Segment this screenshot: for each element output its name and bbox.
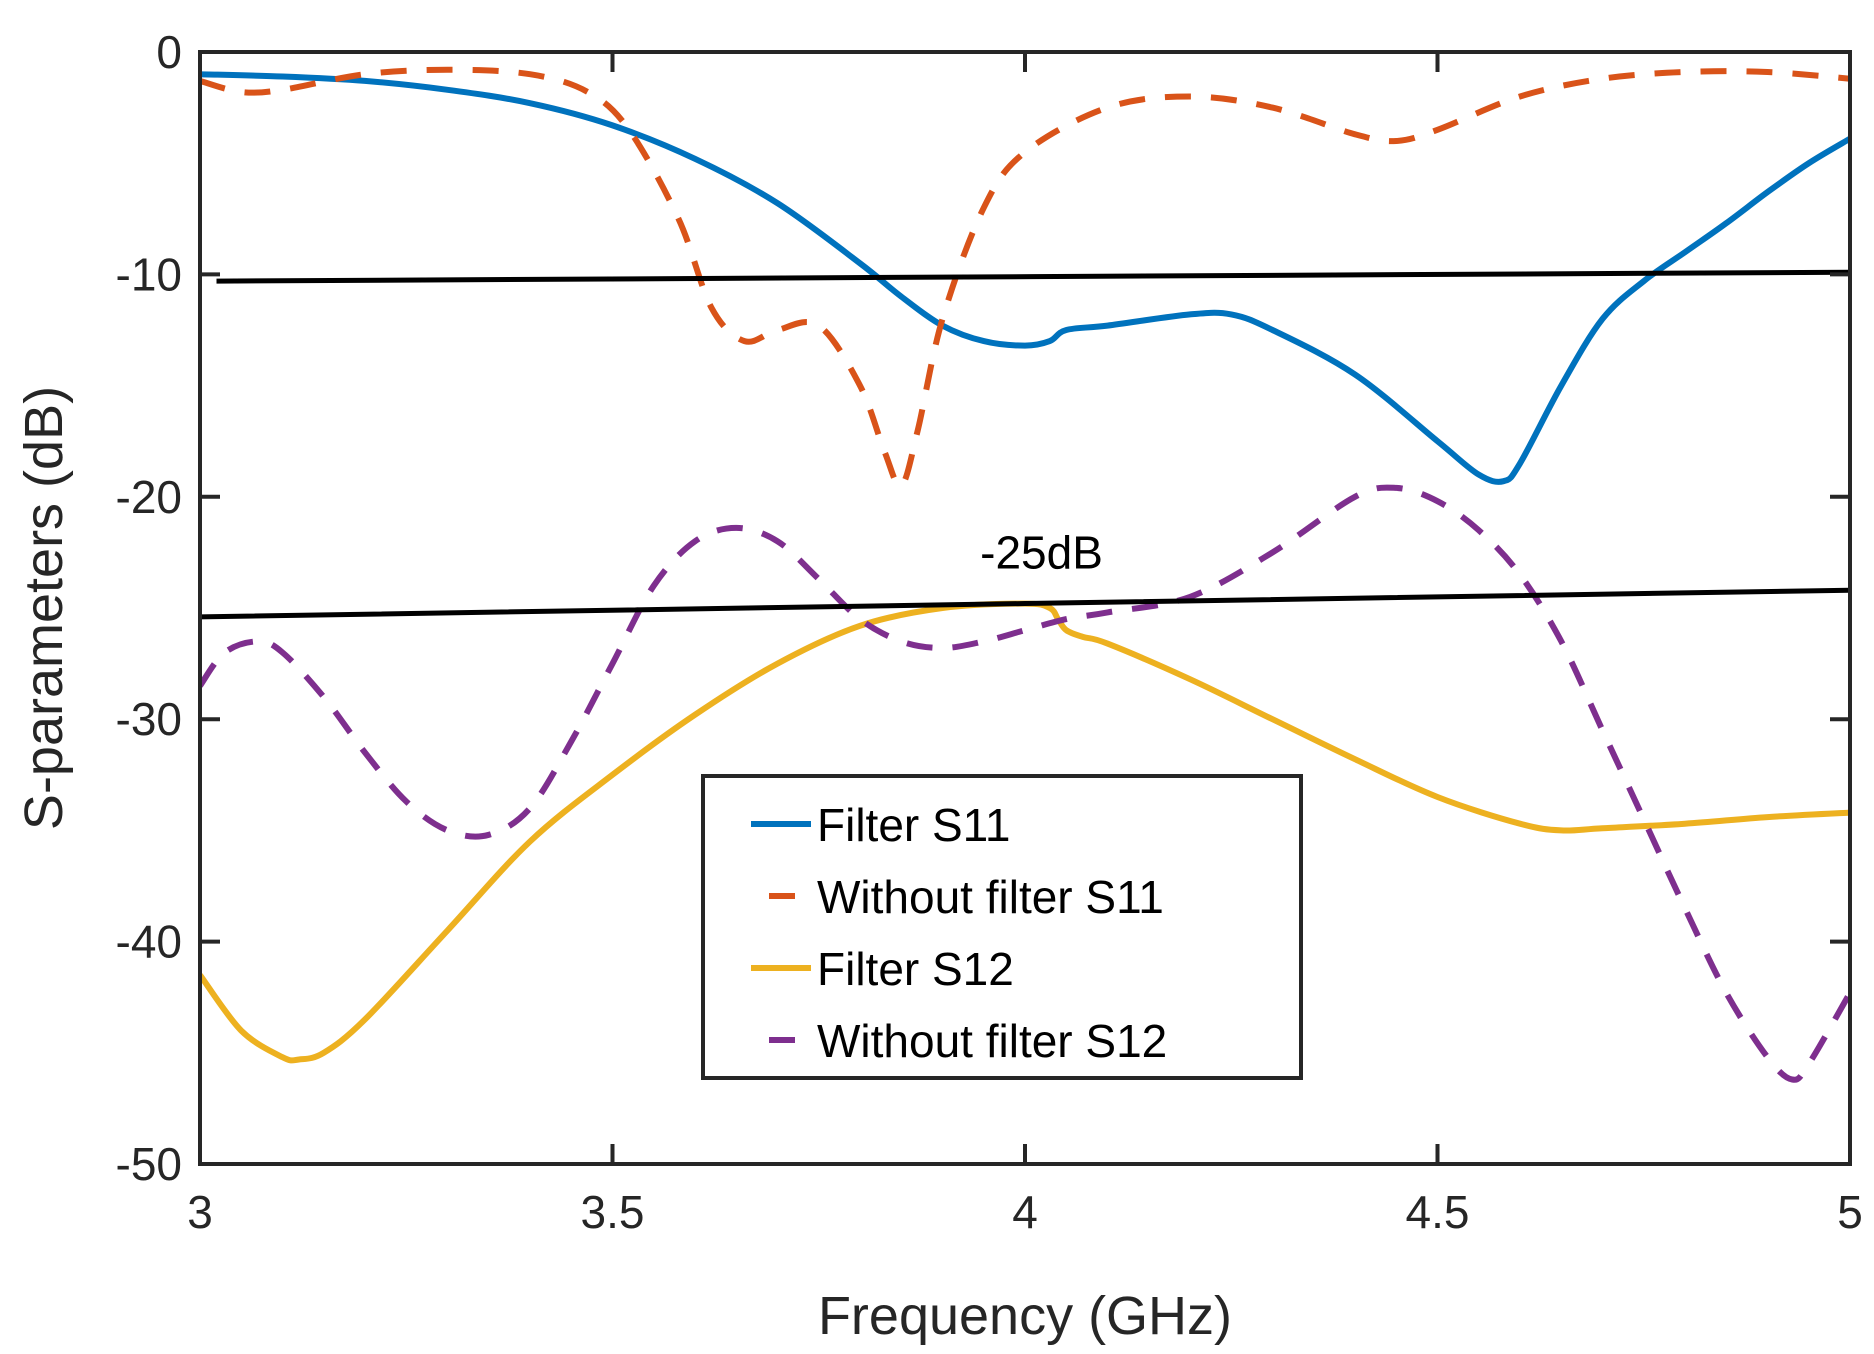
y-tick-label: 0 [156, 26, 182, 78]
legend-label: Without filter S12 [817, 1015, 1167, 1067]
legend-label: Without filter S11 [817, 871, 1164, 923]
series-line-filter-s11 [200, 71, 1850, 485]
x-tick-label: 5 [1837, 1186, 1863, 1238]
legend: Filter S11 Without filter S11 Filter S12 Wi… [701, 774, 1303, 1080]
x-tick-label: 3 [187, 1186, 213, 1238]
series-line-without-filter-s11 [200, 66, 1850, 490]
legend-label: Filter S12 [817, 943, 1014, 995]
reference-line-4 [216, 269, 1850, 284]
legend-label: Filter S11 [817, 799, 1010, 851]
y-axis-title: S-parameters (dB) [14, 386, 74, 830]
reference-line-5 [200, 587, 1850, 620]
series-group [200, 66, 1850, 1083]
y-tick-label: -30 [116, 693, 182, 745]
y-tick-label: -40 [116, 916, 182, 968]
y-tick-label: -50 [116, 1138, 182, 1190]
x-tick-label: 4 [1012, 1186, 1038, 1238]
y-tick-label: -20 [116, 471, 182, 523]
x-tick-label: 3.5 [581, 1186, 645, 1238]
annotation-label: -25dB [980, 526, 1103, 578]
x-tick-label: 4.5 [1406, 1186, 1470, 1238]
series-line-filter-s12 [200, 600, 1850, 1064]
y-tick-label: -10 [116, 248, 182, 300]
series-line-without-filter-s12 [200, 484, 1850, 1083]
x-axis-title: Frequency (GHz) [818, 1286, 1232, 1346]
